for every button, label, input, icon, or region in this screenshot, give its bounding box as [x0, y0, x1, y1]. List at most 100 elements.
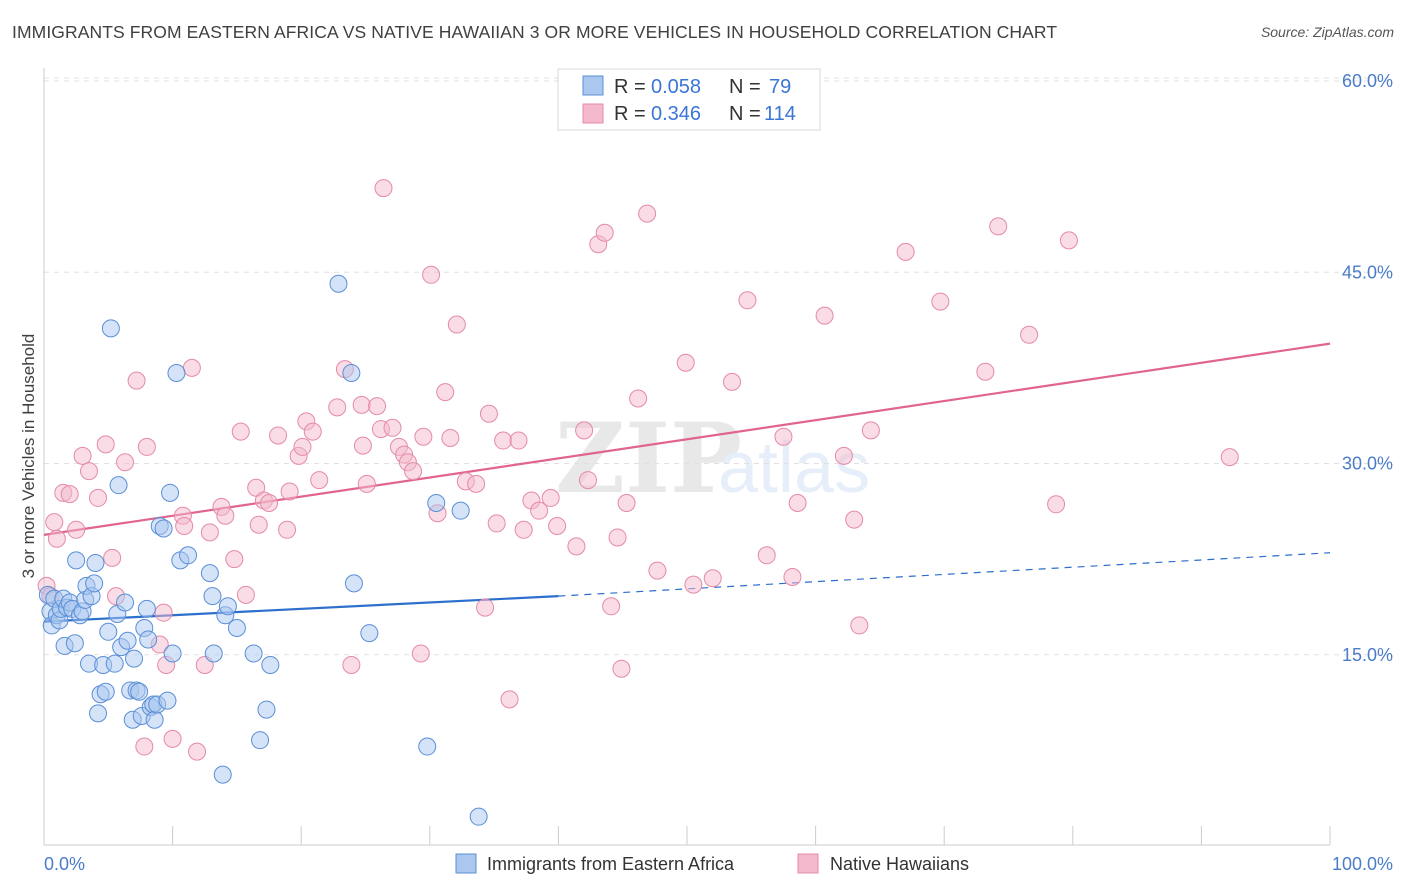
- point-native-hawaiian: [80, 462, 99, 481]
- point-eastern-africa: [427, 494, 446, 513]
- point-eastern-africa: [154, 519, 173, 538]
- point-native-hawaiian: [188, 742, 207, 761]
- watermark: ZIP atlas: [555, 402, 870, 515]
- point-native-hawaiian: [567, 537, 586, 556]
- y-tick-label: 45.0%: [1342, 262, 1393, 282]
- point-native-hawaiian: [595, 223, 614, 242]
- point-native-hawaiian: [231, 422, 250, 441]
- point-native-hawaiian: [676, 353, 695, 372]
- point-eastern-africa: [179, 546, 198, 565]
- point-eastern-africa: [130, 682, 149, 701]
- point-eastern-africa: [158, 691, 177, 710]
- point-eastern-africa: [418, 737, 437, 756]
- point-eastern-africa: [65, 634, 84, 653]
- point-native-hawaiian: [541, 488, 560, 507]
- point-eastern-africa: [161, 483, 180, 502]
- point-native-hawaiian: [548, 516, 567, 535]
- legend-r-label-blue: R =: [614, 76, 646, 98]
- point-eastern-africa: [218, 597, 237, 616]
- point-eastern-africa: [227, 618, 246, 637]
- point-native-hawaiian: [303, 422, 322, 441]
- watermark-atlas: atlas: [718, 428, 870, 508]
- point-native-hawaiian: [479, 404, 498, 423]
- legend-swatch-pink: [582, 103, 604, 124]
- point-native-hawaiian: [703, 569, 722, 588]
- point-native-hawaiian: [638, 204, 657, 223]
- point-native-hawaiian: [530, 501, 549, 520]
- point-native-hawaiian: [137, 437, 156, 456]
- point-native-hawaiian: [648, 561, 667, 580]
- bottom-legend-swatch-blue: [455, 853, 477, 874]
- data-points: [37, 179, 1239, 826]
- point-eastern-africa: [139, 630, 158, 649]
- point-native-hawaiian: [342, 655, 361, 674]
- legend-r-value-pink: 0.346: [651, 103, 701, 125]
- point-native-hawaiian: [608, 528, 627, 547]
- point-native-hawaiian: [154, 603, 173, 622]
- point-native-hawaiian: [404, 462, 423, 481]
- y-tick-labels: 15.0% 30.0% 45.0% 60.0%: [1342, 71, 1393, 665]
- point-eastern-africa: [101, 319, 120, 338]
- point-native-hawaiian: [1059, 231, 1078, 250]
- point-eastern-africa: [257, 700, 276, 719]
- point-eastern-africa: [125, 649, 144, 668]
- y-axis-label: 3 or more Vehicles in Household: [19, 334, 38, 579]
- point-native-hawaiian: [757, 546, 776, 565]
- point-native-hawaiian: [249, 515, 268, 534]
- point-native-hawaiian: [612, 659, 631, 678]
- point-native-hawaiian: [225, 550, 244, 569]
- legend-n-value-blue: 79: [769, 76, 791, 98]
- point-native-hawaiian: [602, 597, 621, 616]
- trend-line-eastern-africa-extension: [558, 552, 1331, 597]
- point-native-hawaiian: [383, 418, 402, 437]
- point-native-hawaiian: [260, 494, 279, 513]
- point-eastern-africa: [163, 644, 182, 663]
- axes: [43, 68, 1331, 846]
- point-native-hawaiian: [850, 616, 869, 635]
- point-native-hawaiian: [738, 291, 757, 310]
- point-native-hawaiian: [352, 395, 371, 414]
- x-tick-label-max: 100.0%: [1332, 854, 1393, 874]
- point-native-hawaiian: [500, 690, 519, 709]
- point-native-hawaiian: [976, 362, 995, 381]
- point-eastern-africa: [469, 807, 488, 826]
- point-native-hawaiian: [629, 389, 648, 408]
- point-native-hawaiian: [834, 446, 853, 465]
- point-native-hawaiian: [135, 737, 154, 756]
- point-eastern-africa: [116, 593, 135, 612]
- point-native-hawaiian: [269, 426, 288, 445]
- point-native-hawaiian: [1220, 448, 1239, 467]
- point-native-hawaiian: [280, 482, 299, 501]
- point-native-hawaiian: [989, 217, 1008, 236]
- point-eastern-africa: [344, 574, 363, 593]
- point-native-hawaiian: [617, 494, 636, 513]
- point-native-hawaiian: [374, 179, 393, 198]
- point-native-hawaiian: [411, 644, 430, 663]
- point-native-hawaiian: [487, 514, 506, 533]
- legend-n-value-pink: 114: [764, 103, 796, 125]
- legend-stats: R = 0.058 N = 79 R = 0.346 N = 114: [557, 68, 821, 131]
- point-eastern-africa: [67, 551, 86, 570]
- point-native-hawaiian: [774, 427, 793, 446]
- point-eastern-africa: [145, 710, 164, 729]
- point-native-hawaiian: [216, 506, 235, 525]
- point-native-hawaiian: [783, 567, 802, 586]
- point-eastern-africa: [105, 654, 124, 673]
- point-native-hawaiian: [73, 446, 92, 465]
- legend-r-value-blue: 0.058: [651, 76, 701, 98]
- source-credit: Source: ZipAtlas.com: [1260, 24, 1394, 40]
- point-native-hawaiian: [575, 421, 594, 440]
- point-eastern-africa: [118, 631, 137, 650]
- point-eastern-africa: [451, 501, 470, 520]
- point-native-hawaiian: [509, 431, 528, 450]
- point-native-hawaiian: [422, 265, 441, 284]
- point-native-hawaiian: [788, 494, 807, 513]
- point-native-hawaiian: [45, 513, 64, 532]
- point-native-hawaiian: [1020, 325, 1039, 344]
- y-tick-label: 15.0%: [1342, 645, 1393, 665]
- trend-line-eastern-africa: [43, 595, 559, 623]
- point-native-hawaiian: [414, 427, 433, 446]
- point-native-hawaiian: [476, 598, 495, 617]
- point-eastern-africa: [261, 655, 280, 674]
- point-native-hawaiian: [578, 471, 597, 490]
